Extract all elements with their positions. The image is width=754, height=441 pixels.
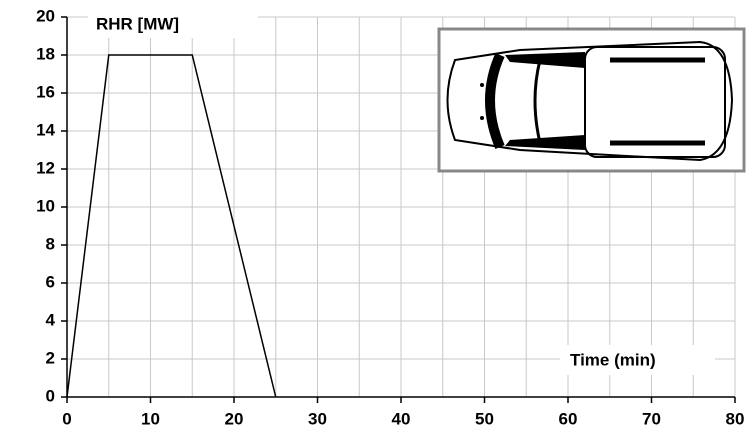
x-tick-label: 80 — [726, 409, 745, 428]
chart: RHR [MW] Time (min) 0 2 4 6 8 10 12 14 16 18 20 0 10… — [0, 0, 754, 441]
x-tick-label: 0 — [62, 409, 71, 428]
y-axis-label: RHR [MW] — [96, 14, 179, 33]
x-tick-label: 70 — [642, 409, 661, 428]
y-tick-label: 16 — [36, 82, 55, 101]
x-tick-label: 20 — [225, 409, 244, 428]
rhr-line — [67, 55, 276, 397]
y-tick-label: 4 — [46, 310, 56, 329]
y-tick-label: 18 — [36, 44, 55, 63]
y-tick-label: 12 — [36, 158, 55, 177]
y-tick-label: 14 — [36, 120, 55, 139]
y-tick-label: 10 — [36, 196, 55, 215]
x-tick-label: 50 — [475, 409, 494, 428]
car-illustration — [439, 29, 744, 171]
y-tick-label: 8 — [46, 234, 55, 253]
y-tick-label: 6 — [46, 272, 55, 291]
x-axis-label: Time (min) — [570, 350, 656, 369]
y-tick-label: 20 — [36, 6, 55, 25]
x-tick-label: 40 — [392, 409, 411, 428]
x-tick-label: 30 — [308, 409, 327, 428]
x-tick-label: 10 — [141, 409, 160, 428]
x-tick-label: 60 — [559, 409, 578, 428]
y-tick-label: 0 — [46, 386, 55, 405]
y-tick-label: 2 — [46, 348, 55, 367]
